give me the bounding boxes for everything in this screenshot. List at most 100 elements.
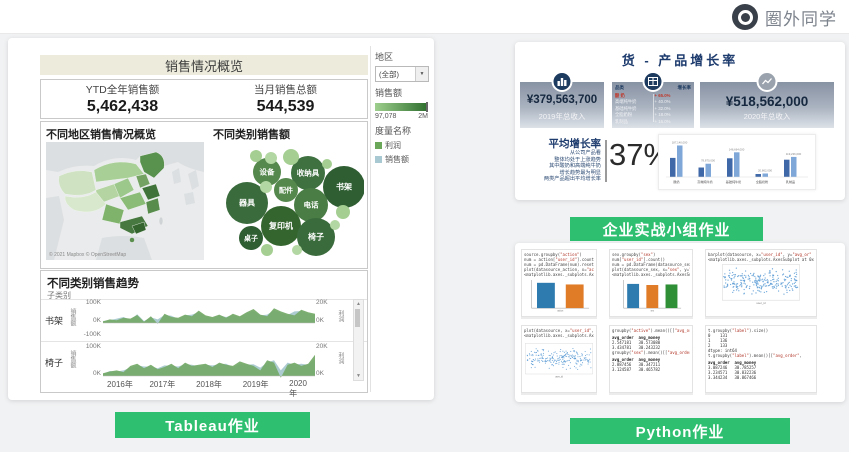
svg-text:user_id: user_id	[555, 376, 563, 379]
svg-text:酸奶: 酸奶	[673, 179, 679, 184]
bubble	[336, 205, 350, 219]
output-line: avg_order avg_money	[612, 357, 661, 362]
output-line: 2.547181 30.573080	[612, 340, 661, 345]
revenue-2020-value: ¥518,562,000	[725, 94, 809, 109]
dropdown-arrow-icon[interactable]: ▼	[415, 67, 428, 81]
code-line: num = action["user_id"].count()	[524, 257, 594, 262]
growth-dashboard-title: 货 - 产品增长率	[621, 53, 739, 68]
code-line: num = pd.DataFrame(datasource_sex).reset…	[612, 262, 690, 267]
sales-range-min: 97,078	[375, 113, 397, 120]
y-axis-label-profit: 利润	[337, 310, 343, 322]
python-screenshot-cell: groupby("active").mean()[["avg_order", "…	[609, 325, 693, 393]
growth-table-category: 乳制品	[615, 118, 628, 124]
region-dropdown-value[interactable]: (全部)	[379, 69, 399, 79]
revenue-2019-value: ¥379,563,700	[526, 94, 598, 106]
scroll-up-icon[interactable]: ▲	[356, 301, 361, 307]
region-sales-map-panel: 不同地区销售情况概览	[41, 122, 209, 268]
output-line: dtype: int64	[708, 348, 737, 353]
bubble-桌子: 桌子	[239, 226, 263, 250]
svg-text:椅子: 椅子	[308, 232, 324, 242]
growth-table-category: 酸 奶	[615, 93, 625, 98]
svg-text:action: action	[557, 309, 564, 312]
code-line: num["user_id"].count()	[612, 257, 666, 262]
growth-table-rate: + 16.0%	[654, 118, 671, 124]
code-line: barplot(datasource, x="user_id", y="avg_…	[708, 252, 812, 257]
code-line: plot(datasource, x="user_id", y="avg_mo"	[524, 328, 594, 333]
average-note-line: 其中酸奶和高端纯牛奶	[549, 163, 601, 170]
measure-swatch	[375, 142, 382, 149]
growth-table-row: 乳制品 + 16.0%	[615, 119, 691, 125]
average-note-line: 整体均处于上涨趋势	[554, 156, 601, 163]
scroll-down-icon[interactable]: ▼	[356, 373, 361, 379]
svg-text:高端纯牛奶: 高端纯牛奶	[697, 179, 712, 184]
code-line: groupby("sex").mean()[["avg_order", "avg…	[612, 350, 690, 355]
growth-rate-table-card: 品类 增长率 酸 奶 + 65.0% 高端纯牛奶 + 40.0% 基础纯牛奶 + 32.0…	[612, 71, 694, 128]
growth-table-rate: + 40.0%	[654, 99, 671, 105]
growth-table-category: 高端纯牛奶	[615, 99, 637, 105]
kpi-panel: YTD全年销售额 5,462,438 当月销售总额 544,539	[40, 79, 368, 119]
bubble-panel-title: 不同类别销售额	[213, 129, 290, 141]
trend-scrollbar[interactable]: ▲ ▼	[353, 299, 364, 381]
revenue-2020-card: ¥518,562,000 2020年总收入	[700, 71, 834, 128]
x-tick: 2019年	[242, 380, 269, 389]
category-growth-bar-chart: 187,140,000 酸奶 78,870,000 高端纯牛奶 146,664,000 基…	[658, 134, 816, 190]
bubble	[265, 152, 277, 164]
bubble-复印机: 复印机	[261, 206, 301, 246]
svg-text:书架: 书架	[336, 182, 352, 192]
svg-text:146,664,000: 146,664,000	[729, 147, 745, 151]
trend-row-椅子: 椅子 销售额 100K 0K 20K 0K 利润	[41, 341, 367, 382]
output-line: 2 133	[708, 343, 728, 348]
bubble-书架: 书架	[323, 166, 364, 208]
sales-range-slider[interactable]	[375, 102, 428, 112]
output-line: 1 136	[708, 338, 728, 343]
growth-table-row: 高端纯牛奶 + 40.0%	[615, 99, 691, 105]
growth-table-category: 基础纯牛奶	[615, 105, 637, 111]
map-and-bubble-panel: 不同地区销售情况概览	[40, 121, 368, 269]
kpi-ytd-sales: YTD全年销售额 5,462,438	[41, 80, 204, 118]
mini-bar-chart: action	[531, 279, 590, 312]
brand-logo-icon	[732, 4, 758, 30]
growth-table-row: 全脂奶粉 + 18.0%	[615, 112, 691, 118]
bubble-配件: 配件	[274, 178, 298, 202]
trend-row-书架: 书架 销售额 100K 0K -100K 20K 0K 利润	[41, 299, 367, 340]
bubble	[250, 150, 262, 162]
bubble	[292, 245, 302, 255]
growth-table-row: 基础纯牛奶 + 32.0%	[615, 106, 691, 112]
output-line: 2.887456 30.347211	[612, 362, 661, 367]
map-attribution: © 2021 Mapbox © OpenStreetMap	[49, 252, 127, 258]
bubble-器具: 器具	[226, 182, 268, 224]
y-tick-right: 0K	[316, 317, 324, 324]
tableau-dashboard-card: 销售情况概览 YTD全年销售额 5,462,438 当月销售总额 544,539…	[8, 38, 434, 400]
python-homework-label: Python作业	[570, 418, 790, 444]
scrollbar-thumb[interactable]	[355, 309, 360, 327]
y-tick: 0K	[93, 370, 101, 377]
category-sales-bubble-panel: 不同类别销售额 设备 收纳具 书架 配件 器具 电话 复印机 椅子 桌子	[209, 122, 367, 268]
dashboard-title: 销售情况概览	[40, 55, 368, 75]
revenue-2019-card: ¥379,563,700 2019年总收入	[520, 71, 604, 128]
x-tick: 2020年	[289, 379, 307, 398]
measure-item-销售额[interactable]: 销售额	[375, 154, 430, 165]
bubble-电话: 电话	[294, 188, 328, 222]
kpi-label: 当月销售总额	[254, 84, 317, 96]
output-line: 3.434781 30.243232	[612, 345, 661, 350]
category-trend-panel: 不同类别销售趋势 子类别 书架 销售额 100K 0K -100K 20K 0K 利润 椅子 销售…	[40, 270, 368, 398]
code-line: plot(datasource_sex, x="sex", y="user_id…	[612, 267, 690, 272]
code-line: source.groupby("action")	[524, 252, 582, 257]
measure-item-利润[interactable]: 利润	[375, 140, 430, 151]
brand-logo-text: 圈外同学	[765, 9, 837, 29]
region-dropdown[interactable]: (全部) ▼	[375, 66, 429, 82]
line-chart-icon	[756, 71, 778, 92]
bubble	[322, 159, 332, 169]
bubble	[260, 181, 272, 193]
y-tick-right: 20K	[316, 299, 328, 306]
svg-text:复印机: 复印机	[268, 221, 293, 231]
growth-table-category: 全脂奶粉	[615, 112, 633, 118]
brand-logo: 圈外同学	[732, 4, 837, 30]
kpi-month-sales: 当月销售总额 544,539	[204, 80, 367, 118]
output-line: avg_order avg_money	[612, 335, 661, 340]
code-line: groupby("active").mean()[["avg_order", "…	[612, 328, 690, 333]
trend-category-label: 书架	[44, 315, 63, 326]
svg-text:收纳具: 收纳具	[297, 168, 320, 178]
